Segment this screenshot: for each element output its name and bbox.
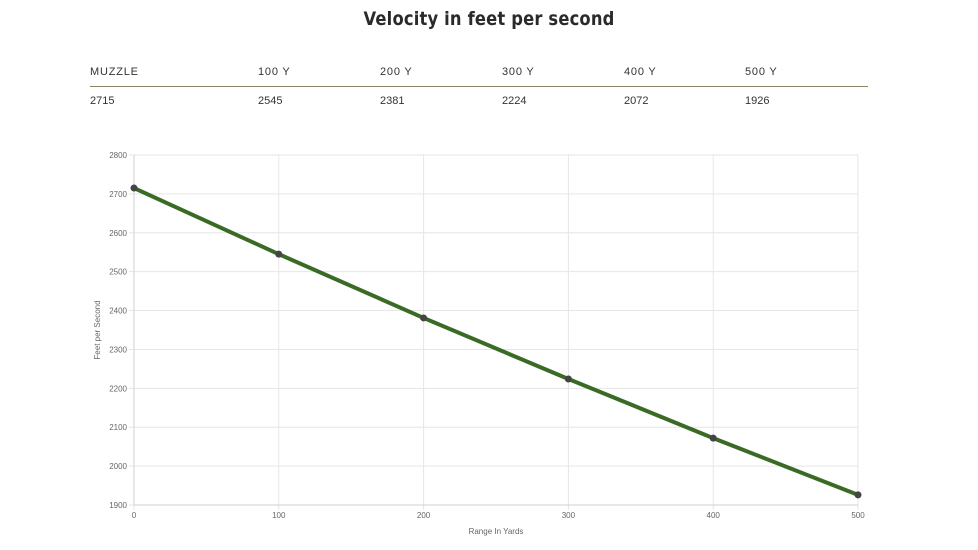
page-title: Velocity in feet per second [363, 8, 615, 30]
table-header-row: MUZZLE 100 Y 200 Y 300 Y 400 Y 500 Y [90, 64, 868, 87]
y-tick-label: 2500 [109, 268, 127, 277]
chart-series [130, 184, 862, 499]
data-point [420, 314, 428, 322]
x-axis-label: Range In Yards [469, 527, 524, 536]
series-line [132, 186, 860, 497]
table-value-row: 2715 2545 2381 2224 2072 1926 [90, 93, 868, 115]
value-muzzle: 2715 [90, 95, 115, 107]
header-200y: 200 Y [380, 66, 413, 78]
data-point [854, 491, 862, 499]
chart-ticks: 1900200021002200230024002500260027002800… [109, 151, 865, 520]
x-tick-label: 100 [272, 511, 286, 520]
velocity-table: MUZZLE 100 Y 200 Y 300 Y 400 Y 500 Y 271… [90, 64, 868, 115]
value-400y: 2072 [624, 95, 649, 107]
y-tick-label: 2000 [109, 462, 127, 471]
header-400y: 400 Y [624, 66, 657, 78]
y-tick-label: 2200 [109, 384, 127, 393]
data-point [709, 434, 717, 442]
x-tick-label: 0 [132, 511, 137, 520]
y-tick-label: 2400 [109, 307, 127, 316]
y-tick-label: 2700 [109, 190, 127, 199]
value-500y: 1926 [745, 95, 770, 107]
x-tick-label: 300 [562, 511, 576, 520]
x-tick-label: 500 [851, 511, 865, 520]
y-tick-label: 1900 [109, 501, 127, 510]
value-300y: 2224 [502, 95, 527, 107]
y-tick-label: 2800 [109, 151, 127, 160]
data-point [564, 375, 572, 383]
y-axis-label: Feet per Second [93, 300, 102, 359]
x-tick-label: 400 [707, 511, 721, 520]
header-100y: 100 Y [258, 66, 291, 78]
y-tick-label: 2300 [109, 345, 127, 354]
header-300y: 300 Y [502, 66, 535, 78]
y-tick-label: 2600 [109, 229, 127, 238]
data-point [130, 184, 138, 192]
data-point [275, 250, 283, 258]
y-tick-label: 2100 [109, 423, 127, 432]
header-500y: 500 Y [745, 66, 778, 78]
chart-grid [129, 154, 859, 510]
header-muzzle: MUZZLE [90, 66, 139, 78]
value-100y: 2545 [258, 95, 283, 107]
x-tick-label: 200 [417, 511, 431, 520]
value-200y: 2381 [380, 95, 405, 107]
